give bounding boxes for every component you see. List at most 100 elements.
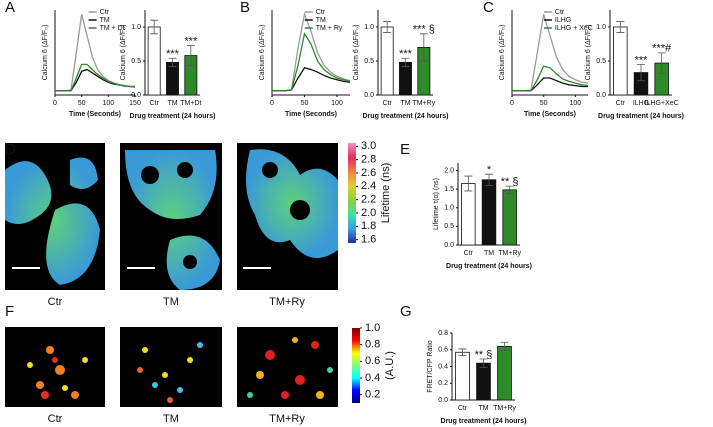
x-tick-label: 50 bbox=[78, 100, 86, 107]
bar bbox=[147, 26, 161, 96]
legend-label: Ctr bbox=[100, 9, 110, 16]
error-bar bbox=[464, 175, 473, 192]
significance: *** § bbox=[413, 24, 435, 36]
x-tick-label: Ctr bbox=[382, 100, 392, 107]
colorbar-tick-label: 0.2 bbox=[365, 389, 380, 401]
colorbar-tick-label: 0.4 bbox=[365, 372, 380, 384]
significance: *** bbox=[166, 48, 180, 60]
images-d bbox=[5, 143, 338, 290]
x-axis-label: Drug treatment (24 hours) bbox=[363, 113, 449, 120]
y-tick-label: 0.6 bbox=[438, 347, 448, 354]
x-tick-label: 50 bbox=[301, 100, 309, 107]
y-tick-label: 0.5 bbox=[596, 58, 606, 65]
x-tick-label: 100 bbox=[569, 100, 581, 107]
x-tick-label: Ctr bbox=[616, 100, 626, 107]
error-bar bbox=[485, 173, 493, 186]
error-bar bbox=[637, 64, 645, 82]
x-tick-label: ILHG bbox=[633, 100, 649, 107]
x-axis-label: Drug treatment (24 hours) bbox=[441, 418, 527, 425]
line-series bbox=[272, 32, 351, 92]
colorbar-tick-label: 3.0 bbox=[361, 140, 376, 152]
error-bar bbox=[401, 57, 410, 67]
x-tick-label: TM+Ry bbox=[412, 100, 435, 107]
error-bar bbox=[616, 21, 625, 33]
colorbar-tick-label: 0.8 bbox=[365, 339, 380, 351]
y-tick-label: 1.5 bbox=[444, 186, 454, 193]
x-axis-label: Drug treatment (24 hours) bbox=[446, 263, 532, 270]
y-tick-label: 0.4 bbox=[438, 363, 448, 370]
error-bar bbox=[458, 348, 467, 357]
y-tick-label: 1.0 bbox=[596, 24, 606, 31]
y-tick-label: 0.0 bbox=[364, 92, 374, 99]
y-tick-label: 0.0 bbox=[444, 242, 454, 249]
panel-letter: A bbox=[5, 0, 15, 16]
x-tick-label: TM+Dt bbox=[180, 100, 201, 107]
error-bar bbox=[186, 44, 195, 67]
colorbar-tick-label: 1.6 bbox=[361, 234, 376, 246]
error-bar bbox=[479, 358, 488, 368]
error-bar bbox=[383, 21, 392, 33]
y-axis-label: Lifetime τ(α) (ns) bbox=[433, 178, 440, 230]
error-bar bbox=[500, 341, 509, 351]
bar bbox=[613, 26, 628, 96]
significance: ***# bbox=[652, 43, 672, 55]
panel-letter: G bbox=[400, 303, 412, 320]
bar bbox=[476, 362, 491, 401]
colorbar-tick-label: 1.8 bbox=[361, 220, 376, 232]
x-tick-label: Ctr bbox=[458, 405, 468, 412]
y-tick-label: 0.0 bbox=[596, 92, 606, 99]
x-tick-label: TM bbox=[484, 250, 494, 257]
error-bar bbox=[150, 19, 159, 35]
x-tick-label: 0 bbox=[510, 100, 514, 107]
x-tick-label: 150 bbox=[129, 100, 141, 107]
colorbar-tick-label: 2.4 bbox=[361, 180, 376, 192]
image-label: TM bbox=[163, 296, 179, 308]
x-tick-label: TM+Ry bbox=[498, 250, 521, 257]
panel-letter: B bbox=[240, 0, 250, 16]
colorbar-tick-label: 1.0 bbox=[365, 322, 380, 334]
x-axis-label: Time (Seconds) bbox=[69, 111, 121, 118]
panel-letter: D bbox=[5, 141, 16, 158]
colorbar-tick-label: 2.0 bbox=[361, 207, 376, 219]
significance: *** bbox=[635, 54, 649, 66]
bar bbox=[166, 61, 179, 96]
x-tick-label: ILHG+XeC bbox=[645, 100, 679, 107]
colorbar-tick-label: 2.8 bbox=[361, 154, 376, 166]
x-tick-label: TM+Ry bbox=[493, 405, 516, 412]
y-tick-label: 2.0 bbox=[444, 167, 454, 174]
y-axis-label: Calcium 6 (ΔF/F₀) bbox=[585, 25, 592, 81]
panel-letter: E bbox=[400, 141, 410, 158]
error-bar bbox=[168, 57, 177, 67]
line-series bbox=[512, 65, 589, 92]
y-axis-label: Calcium 6 (ΔF/F₀) bbox=[120, 25, 127, 81]
panel-letter: C bbox=[483, 0, 494, 16]
x-tick-label: 100 bbox=[102, 100, 114, 107]
x-tick-label: TM bbox=[167, 100, 177, 107]
significance: ** § bbox=[475, 349, 493, 361]
y-axis-label: FRET/CFP Ratio bbox=[427, 340, 434, 392]
significance: * bbox=[487, 164, 492, 176]
bar bbox=[497, 345, 512, 401]
y-axis-label: Calcium 6 (ΔF/F₀) bbox=[259, 25, 266, 81]
y-tick-label: 0.0 bbox=[438, 397, 448, 404]
error-bar bbox=[419, 33, 428, 62]
colorbar bbox=[352, 328, 360, 403]
bar bbox=[502, 189, 517, 246]
x-tick-label: 0 bbox=[270, 100, 274, 107]
line-series bbox=[272, 67, 351, 92]
legend-label: TM bbox=[316, 17, 326, 24]
legend-label: TM + Dt bbox=[100, 25, 125, 32]
image-label: Ctr bbox=[48, 413, 63, 425]
x-tick-label: Ctr bbox=[149, 100, 159, 107]
legend-label: Ctr bbox=[555, 9, 565, 16]
colorbar-label: (A.U.) bbox=[384, 351, 396, 380]
image-label: Ctr bbox=[48, 296, 63, 308]
y-tick-label: 0.5 bbox=[131, 58, 141, 65]
bar bbox=[455, 351, 470, 401]
colorbar-tick-label: 0.6 bbox=[365, 355, 380, 367]
y-axis-label: Calcium 6 (ΔF/F₀) bbox=[353, 25, 360, 81]
colorbar-label: Lifetime (ns) bbox=[380, 163, 392, 224]
significance: ** § bbox=[501, 176, 519, 188]
x-tick-label: Ctr bbox=[464, 250, 474, 257]
